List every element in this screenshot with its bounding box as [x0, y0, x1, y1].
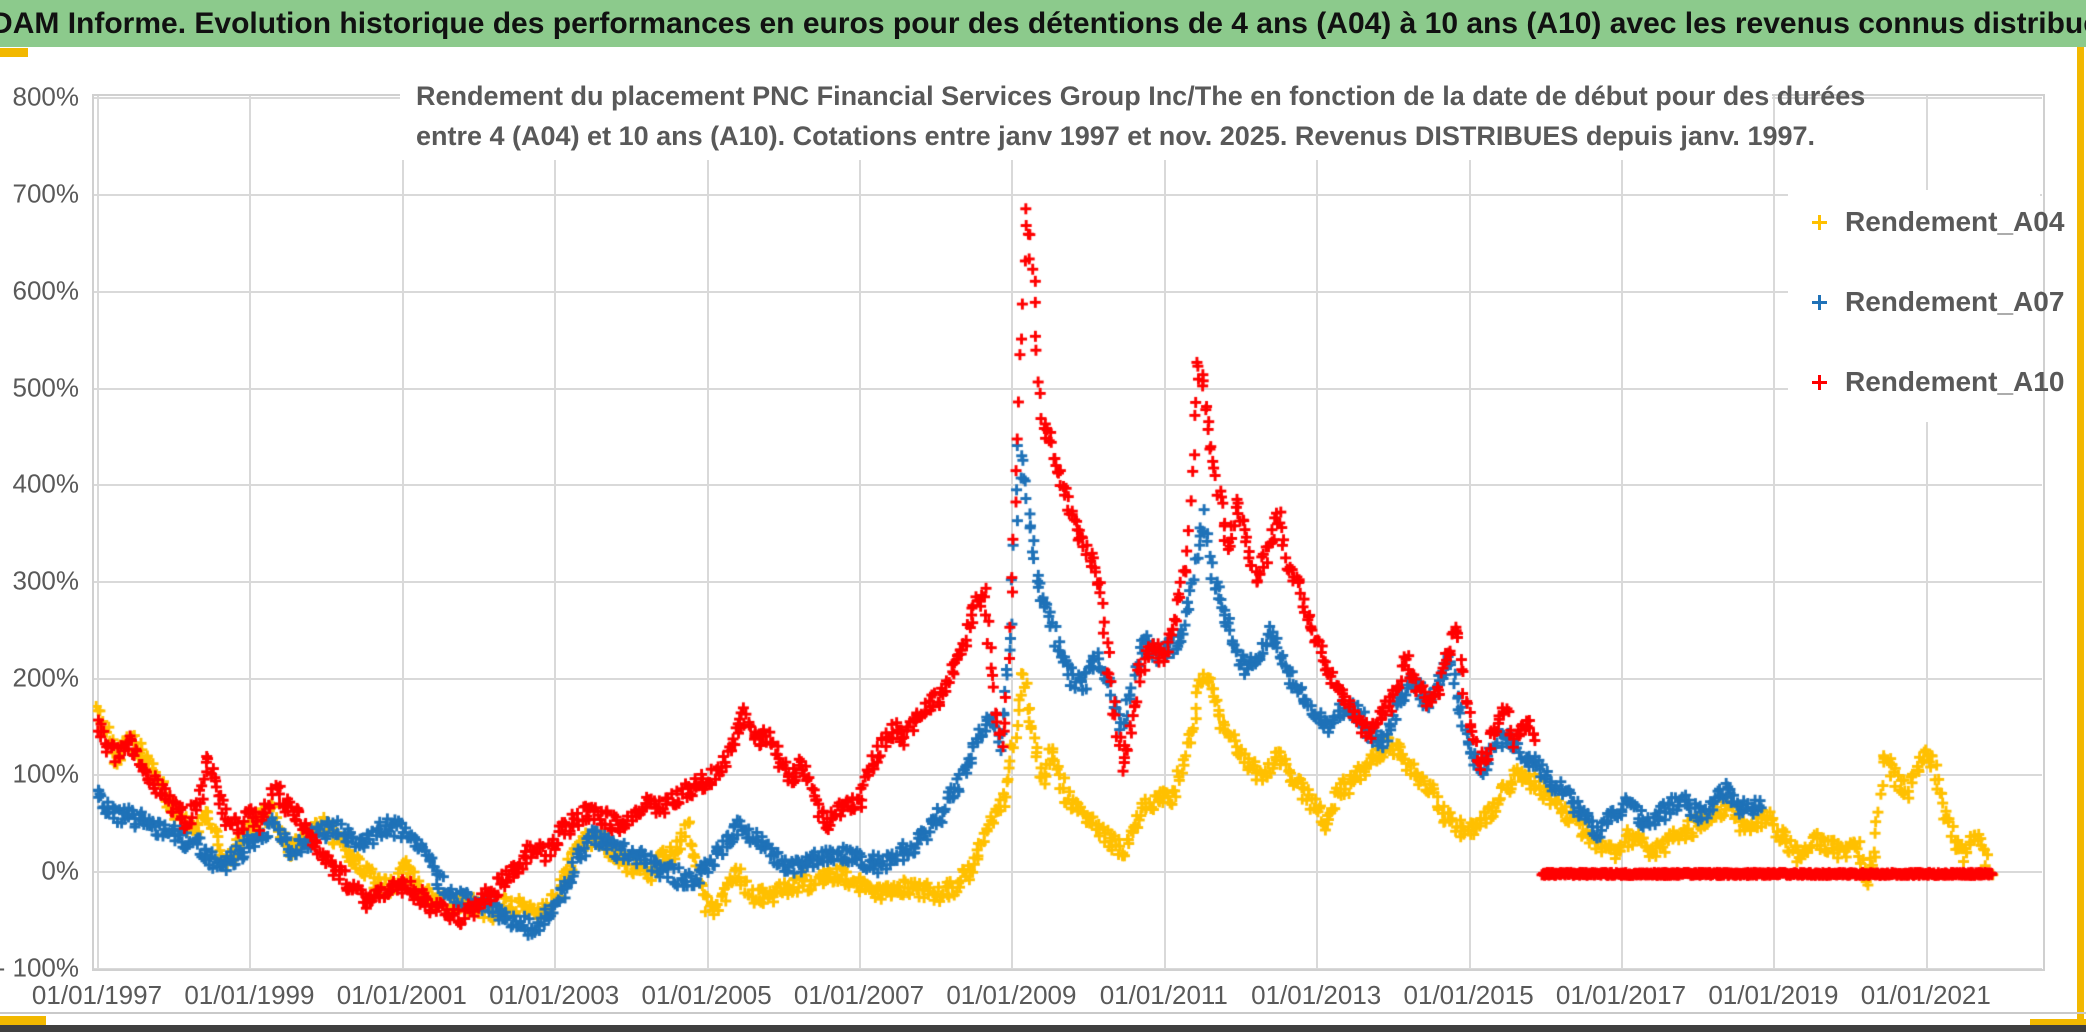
- x-axis-tick-label: 01/01/1999: [184, 980, 315, 1010]
- y-axis-tick-label: 800%: [12, 81, 80, 112]
- chart-title-line1: Rendement du placement PNC Financial Ser…: [416, 81, 1866, 111]
- x-axis-tick-label: 01/01/2017: [1555, 980, 1687, 1010]
- legend-label: Rendement_A04: [1845, 206, 2065, 237]
- divider-line: [0, 1012, 2086, 1014]
- y-axis-tick-label: 300%: [12, 565, 80, 596]
- x-axis-tick-label: 01/01/2015: [1403, 980, 1534, 1010]
- y-axis-tick-label: 500%: [12, 372, 80, 402]
- legend-item-rendement_a10: Rendement_A10: [1812, 362, 2064, 402]
- legend-item-rendement_a07: Rendement_A07: [1812, 282, 2064, 322]
- x-axis-tick-label: 01/01/2021: [1860, 980, 1991, 1010]
- x-axis-tick-label: 01/01/2019: [1708, 980, 1839, 1010]
- plus-marker-icon: [1812, 294, 1827, 310]
- y-axis-tick-label: 200%: [12, 662, 80, 693]
- legend-label: Rendement_A07: [1845, 286, 2065, 317]
- x-axis-tick-label: 01/01/1997: [31, 980, 163, 1010]
- legend-label: Rendement_A10: [1845, 366, 2065, 397]
- y-axis-tick-label: 400%: [12, 468, 80, 499]
- chart-legend: Rendement_A04 Rendement_A07 Rendement_A10: [1788, 190, 2064, 422]
- x-axis-tick-label: 01/01/2005: [641, 980, 772, 1010]
- legend-item-rendement_a04: Rendement_A04: [1812, 202, 2064, 242]
- x-axis-tick-label: 01/01/2011: [1099, 980, 1228, 1010]
- y-axis-tick-label: - 100%: [0, 952, 79, 983]
- chart-title-line2: entre 4 (A04) et 10 ans (A10). Cotations…: [416, 121, 1816, 151]
- window-bottom-strip: [0, 1025, 2086, 1032]
- plus-marker-icon: [1812, 374, 1827, 390]
- chart-title: Rendement du placement PNC Financial Ser…: [400, 72, 1866, 160]
- x-axis-tick-label: 01/01/2013: [1251, 980, 1382, 1010]
- x-axis-tick-label: 01/01/2001: [336, 980, 467, 1010]
- y-axis-tick-label: 700%: [12, 178, 80, 209]
- y-axis-tick-label: 0%: [41, 855, 79, 886]
- y-axis-tick-label: 100%: [12, 758, 80, 789]
- x-axis-tick-label: 01/01/2003: [489, 980, 620, 1010]
- x-axis-tick-label: 01/01/2009: [946, 980, 1077, 1010]
- x-axis-tick-label: 01/01/2007: [793, 980, 925, 1010]
- plus-marker-icon: [1812, 214, 1827, 230]
- y-axis-tick-label: 600%: [12, 275, 80, 306]
